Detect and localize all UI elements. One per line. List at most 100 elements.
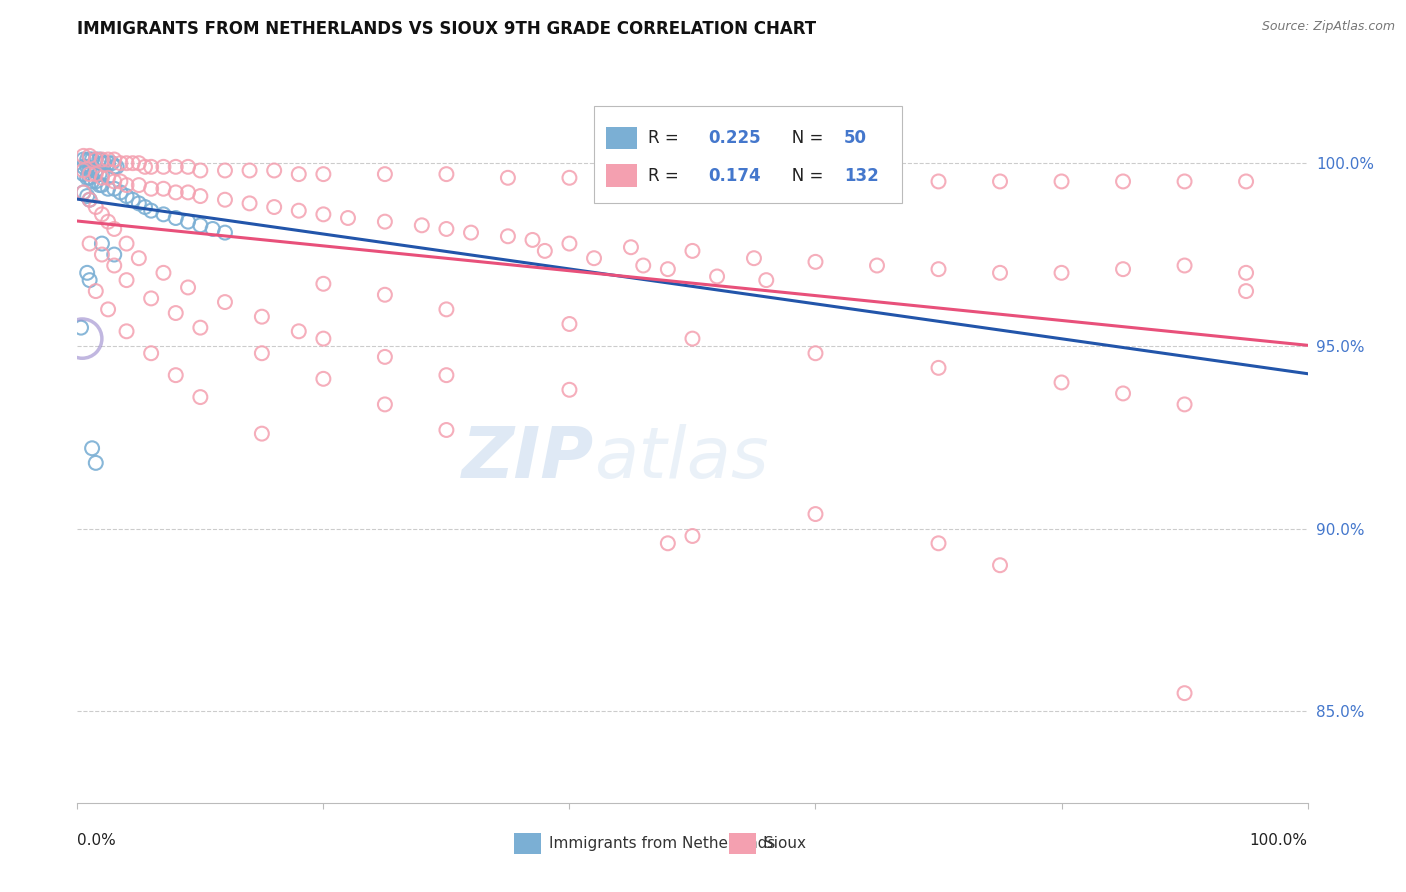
Point: [436, 222, 458, 236]
Point: [201, 222, 224, 236]
Point: [79, 193, 101, 207]
Point: [583, 251, 606, 265]
Point: [115, 273, 138, 287]
Point: [90, 207, 114, 221]
Point: [804, 507, 827, 521]
Point: [804, 255, 827, 269]
Point: [115, 156, 138, 170]
Point: [1234, 284, 1257, 298]
Point: [90, 247, 114, 261]
Point: [188, 320, 212, 334]
Point: [93, 156, 115, 170]
Point: [682, 332, 704, 346]
Point: [411, 219, 433, 233]
Point: [214, 226, 236, 240]
Point: [558, 170, 581, 185]
Point: [374, 214, 396, 228]
Point: [165, 160, 187, 174]
Point: [72, 186, 94, 200]
Point: [103, 174, 125, 188]
Point: [76, 160, 98, 174]
Point: [1112, 174, 1135, 188]
Point: [866, 174, 889, 188]
Point: [165, 368, 187, 383]
Point: [288, 167, 311, 181]
Point: [558, 383, 581, 397]
Point: [141, 292, 163, 306]
Point: [82, 163, 104, 178]
Point: [141, 160, 163, 174]
Text: 0.0%: 0.0%: [77, 833, 117, 847]
Point: [263, 163, 285, 178]
Point: [312, 332, 335, 346]
Point: [110, 174, 132, 188]
Point: [250, 310, 273, 324]
Point: [134, 200, 156, 214]
Point: [657, 262, 679, 277]
Point: [1112, 386, 1135, 401]
Point: [97, 170, 120, 185]
Point: [72, 160, 94, 174]
FancyBboxPatch shape: [606, 127, 637, 150]
Point: [928, 536, 950, 550]
Point: [79, 149, 101, 163]
Point: [706, 269, 728, 284]
Point: [214, 163, 236, 178]
Point: [374, 167, 396, 181]
Point: [115, 178, 138, 193]
Point: [988, 266, 1011, 280]
Point: [460, 226, 482, 240]
Point: [110, 186, 132, 200]
Point: [79, 153, 101, 167]
Point: [988, 558, 1011, 573]
Point: [79, 170, 101, 185]
Point: [84, 153, 107, 167]
Text: N =: N =: [776, 129, 828, 147]
Point: [558, 236, 581, 251]
Point: [72, 186, 94, 200]
Point: [620, 240, 643, 254]
Point: [188, 390, 212, 404]
Point: [742, 251, 765, 265]
Point: [804, 174, 827, 188]
Point: [90, 236, 114, 251]
Point: [82, 442, 104, 456]
Point: [105, 160, 128, 174]
Point: [70, 332, 93, 346]
Text: R =: R =: [648, 129, 685, 147]
Point: [141, 182, 163, 196]
Text: 50: 50: [844, 129, 866, 147]
Point: [988, 174, 1011, 188]
Point: [312, 372, 335, 386]
Point: [76, 189, 98, 203]
Point: [79, 167, 101, 181]
Point: [128, 156, 150, 170]
Point: [76, 153, 98, 167]
Point: [84, 167, 107, 181]
Point: [263, 200, 285, 214]
Point: [742, 170, 765, 185]
Point: [1234, 174, 1257, 188]
Point: [72, 149, 94, 163]
Point: [682, 170, 704, 185]
Point: [1234, 266, 1257, 280]
Point: [128, 196, 150, 211]
Point: [496, 229, 519, 244]
Text: atlas: atlas: [595, 424, 769, 492]
Point: [188, 189, 212, 203]
Text: 100.0%: 100.0%: [1250, 833, 1308, 847]
Point: [90, 167, 114, 181]
Point: [128, 251, 150, 265]
Point: [84, 174, 107, 188]
Point: [97, 302, 120, 317]
Point: [90, 156, 114, 170]
Point: [76, 170, 98, 185]
Point: [97, 214, 120, 228]
Point: [79, 193, 101, 207]
Point: [134, 160, 156, 174]
Point: [115, 324, 138, 338]
Text: IMMIGRANTS FROM NETHERLANDS VS SIOUX 9TH GRADE CORRELATION CHART: IMMIGRANTS FROM NETHERLANDS VS SIOUX 9TH…: [77, 21, 817, 38]
Point: [558, 317, 581, 331]
Point: [214, 295, 236, 310]
Point: [436, 167, 458, 181]
